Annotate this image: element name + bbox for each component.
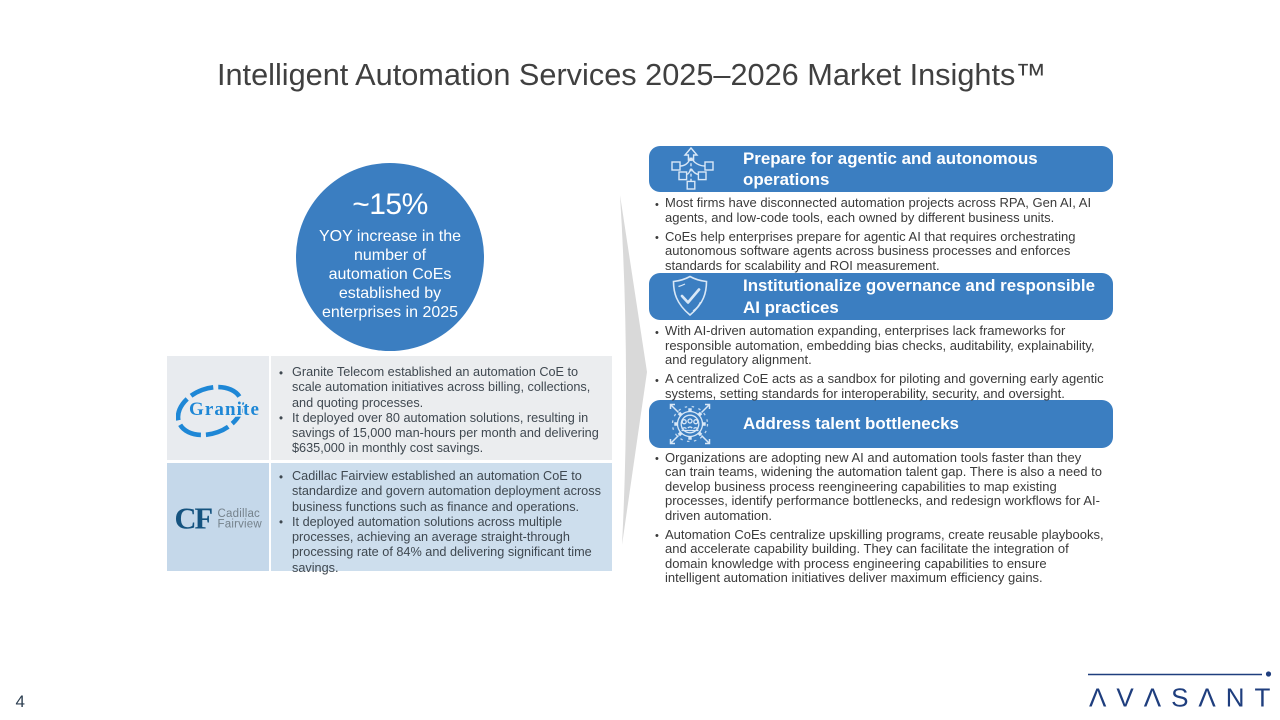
svg-text:ΛVΛSΛNT: ΛVΛSΛNT [1089, 683, 1278, 713]
svg-text:Fairview: Fairview [218, 519, 263, 531]
svg-text:Cadillac: Cadillac [218, 508, 261, 520]
svg-text:CF: CF [175, 502, 213, 532]
svg-text:Granite: Granite [189, 399, 260, 420]
